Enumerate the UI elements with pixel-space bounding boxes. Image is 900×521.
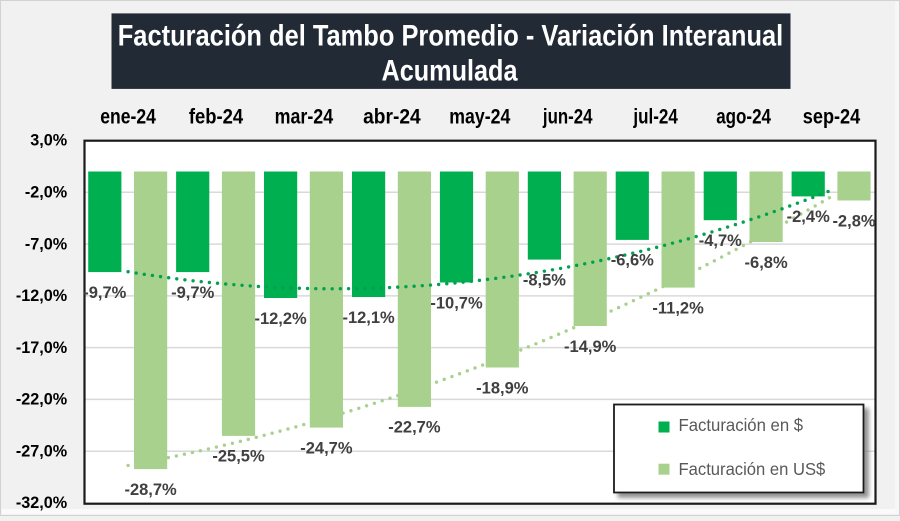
svg-text:ene-24: ene-24 [100, 104, 156, 129]
svg-text:-27,0%: -27,0% [16, 442, 67, 460]
svg-text:may-24: may-24 [449, 104, 510, 129]
svg-text:sep-24: sep-24 [803, 104, 860, 129]
svg-text:-9,7%: -9,7% [171, 284, 214, 302]
svg-text:-2,4%: -2,4% [787, 208, 830, 226]
svg-text:-24,7%: -24,7% [300, 439, 353, 457]
svg-text:-11,2%: -11,2% [652, 299, 704, 317]
svg-text:-12,0%: -12,0% [16, 287, 67, 305]
svg-text:jun-24: jun-24 [542, 104, 592, 129]
svg-text:-22,0%: -22,0% [16, 391, 67, 409]
svg-text:ago-24: ago-24 [716, 104, 771, 129]
svg-text:Facturación en US$: Facturación en US$ [679, 459, 826, 479]
svg-text:-32,0%: -32,0% [16, 494, 67, 512]
svg-text:mar-24: mar-24 [275, 104, 334, 129]
svg-text:-25,5%: -25,5% [212, 448, 265, 466]
svg-text:-8,5%: -8,5% [523, 271, 566, 289]
svg-text:-4,7%: -4,7% [699, 232, 742, 250]
svg-text:-28,7%: -28,7% [124, 481, 177, 499]
svg-text:-12,1%: -12,1% [342, 309, 395, 327]
svg-text:-7,0%: -7,0% [25, 235, 67, 253]
svg-text:Facturación del Tambo Promedio: Facturación del Tambo Promedio - Variaci… [118, 19, 784, 52]
svg-text:-2,8%: -2,8% [832, 212, 875, 230]
svg-text:-9,7%: -9,7% [83, 284, 126, 302]
svg-text:-6,8%: -6,8% [745, 254, 788, 272]
svg-text:-6,6%: -6,6% [611, 252, 654, 270]
svg-text:-12,2%: -12,2% [254, 310, 307, 328]
svg-text:-22,7%: -22,7% [388, 419, 441, 437]
svg-text:Acumulada: Acumulada [382, 55, 518, 88]
svg-text:feb-24: feb-24 [189, 104, 243, 129]
svg-text:-10,7%: -10,7% [430, 294, 483, 312]
svg-text:-17,0%: -17,0% [16, 339, 67, 357]
svg-text:-14,9%: -14,9% [564, 338, 617, 356]
svg-text:abr-24: abr-24 [363, 104, 421, 129]
svg-text:3,0%: 3,0% [30, 132, 67, 150]
svg-text:-18,9%: -18,9% [476, 379, 529, 397]
svg-text:-2,0%: -2,0% [25, 184, 67, 202]
svg-text:Facturación en $: Facturación en $ [679, 415, 804, 435]
svg-text:jul-24: jul-24 [633, 104, 678, 129]
